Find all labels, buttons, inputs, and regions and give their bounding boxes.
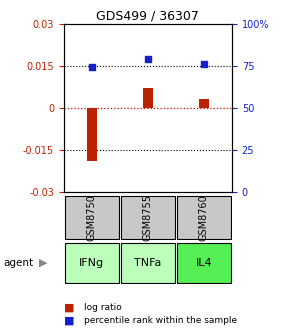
Point xyxy=(146,56,150,61)
Bar xyxy=(65,196,119,239)
Bar xyxy=(199,99,209,108)
Text: TNFa: TNFa xyxy=(134,258,162,268)
Point xyxy=(90,65,94,70)
Title: GDS499 / 36307: GDS499 / 36307 xyxy=(97,9,199,23)
Text: ■: ■ xyxy=(64,302,74,312)
Point xyxy=(202,61,206,67)
Bar xyxy=(177,196,231,239)
Text: IFNg: IFNg xyxy=(79,258,104,268)
Bar xyxy=(121,243,175,283)
Text: GSM8755: GSM8755 xyxy=(143,194,153,241)
Text: ■: ■ xyxy=(64,316,74,326)
Text: GSM8760: GSM8760 xyxy=(199,194,209,241)
Bar xyxy=(121,196,175,239)
Bar xyxy=(177,243,231,283)
Text: percentile rank within the sample: percentile rank within the sample xyxy=(84,317,237,325)
Text: IL4: IL4 xyxy=(196,258,212,268)
Bar xyxy=(143,88,153,108)
Text: agent: agent xyxy=(3,258,33,268)
Bar xyxy=(65,243,119,283)
Bar xyxy=(87,108,97,161)
Text: log ratio: log ratio xyxy=(84,303,122,312)
Text: GSM8750: GSM8750 xyxy=(87,194,97,241)
Text: ▶: ▶ xyxy=(39,258,48,268)
